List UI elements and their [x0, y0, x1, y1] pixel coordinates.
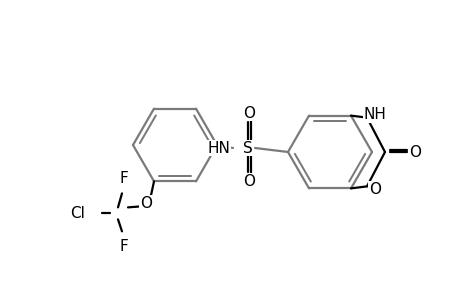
Text: F: F: [119, 239, 128, 254]
Text: Cl: Cl: [70, 206, 85, 221]
Text: NH: NH: [363, 107, 386, 122]
Text: O: O: [243, 106, 255, 121]
Text: O: O: [243, 173, 255, 188]
Text: F: F: [119, 171, 128, 186]
Text: O: O: [140, 196, 151, 211]
Text: S: S: [243, 140, 252, 155]
Text: HN: HN: [207, 140, 230, 155]
Text: O: O: [408, 145, 420, 160]
Text: O: O: [368, 182, 380, 197]
